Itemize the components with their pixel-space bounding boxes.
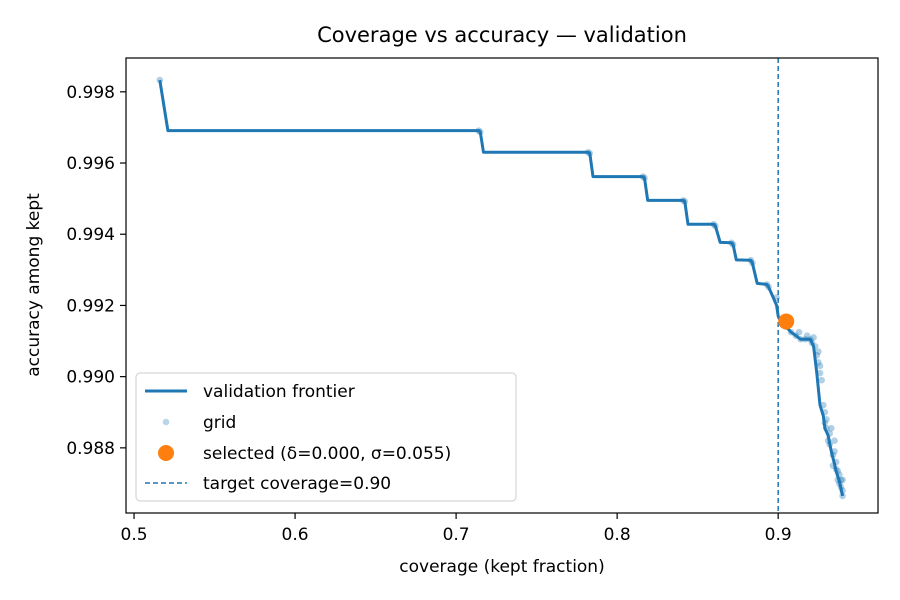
grid-point bbox=[829, 462, 837, 469]
grid-point bbox=[797, 335, 805, 343]
grid-point bbox=[811, 343, 819, 350]
grid-point bbox=[639, 173, 647, 180]
y-tick-label: 0.992 bbox=[66, 296, 115, 316]
grid-point bbox=[831, 448, 838, 455]
grid-point bbox=[765, 283, 772, 291]
grid-point bbox=[836, 471, 843, 478]
legend-frontier-label: validation frontier bbox=[203, 382, 355, 402]
grid-point bbox=[832, 458, 840, 466]
legend-target-label: target coverage=0.90 bbox=[203, 474, 391, 494]
y-axis-ticks: 0.988 0.990 0.992 0.994 0.996 0.998 bbox=[66, 83, 126, 459]
grid-point bbox=[823, 416, 830, 423]
grid-point bbox=[681, 198, 689, 205]
grid-point bbox=[584, 149, 592, 156]
grid-point bbox=[787, 328, 795, 336]
grid-point bbox=[807, 335, 814, 343]
grid-point bbox=[792, 332, 800, 339]
grid-point bbox=[818, 376, 825, 384]
grid-point bbox=[586, 150, 594, 157]
grid-point bbox=[826, 430, 833, 437]
y-tick-label: 0.996 bbox=[66, 154, 115, 174]
x-tick-label: 0.8 bbox=[604, 525, 631, 545]
x-tick-label: 0.9 bbox=[765, 525, 792, 545]
grid-point bbox=[821, 419, 829, 427]
y-tick-label: 0.998 bbox=[66, 83, 115, 103]
x-tick-label: 0.6 bbox=[282, 525, 309, 545]
grid-point bbox=[816, 369, 824, 377]
grid-point bbox=[819, 401, 827, 409]
y-tick-label: 0.994 bbox=[66, 225, 115, 245]
grid-point bbox=[813, 351, 821, 359]
grid-point bbox=[773, 294, 780, 301]
grid-point bbox=[839, 492, 846, 500]
grid-point bbox=[823, 424, 830, 432]
grid-point bbox=[836, 480, 843, 487]
chart-title: Coverage vs accuracy — validation bbox=[317, 23, 687, 47]
grid-point bbox=[763, 281, 771, 288]
frontier-layer bbox=[158, 79, 845, 497]
grid-point bbox=[834, 476, 842, 484]
x-axis-ticks: 0.5 0.6 0.7 0.8 0.9 bbox=[121, 513, 792, 545]
grid-point bbox=[815, 348, 822, 356]
validation-frontier-line bbox=[158, 79, 845, 497]
grid-point bbox=[728, 239, 735, 247]
legend: validation frontier grid selected (δ=0.0… bbox=[135, 372, 517, 502]
x-tick-label: 0.5 bbox=[121, 525, 148, 545]
grid-point bbox=[810, 334, 817, 341]
grid-point bbox=[837, 476, 845, 484]
grid-point bbox=[834, 467, 842, 475]
grid-point bbox=[831, 437, 838, 445]
grid-point bbox=[832, 465, 840, 473]
grid-point bbox=[476, 128, 484, 136]
grid-point bbox=[821, 408, 829, 416]
legend-box bbox=[135, 372, 517, 502]
grid-point bbox=[712, 222, 719, 230]
grid-point bbox=[156, 76, 164, 84]
plot-area bbox=[156, 58, 846, 513]
selected-point-layer bbox=[778, 313, 795, 330]
grid-point bbox=[747, 256, 755, 264]
x-axis-label: coverage (kept fraction) bbox=[399, 557, 604, 577]
grid-point bbox=[749, 259, 756, 267]
grid-points-layer bbox=[156, 76, 846, 500]
selected-point bbox=[778, 313, 795, 330]
grid-point bbox=[803, 332, 811, 339]
y-tick-label: 0.988 bbox=[66, 439, 115, 459]
grid-point bbox=[815, 359, 822, 366]
grid-point bbox=[729, 241, 737, 248]
grid-point bbox=[808, 339, 816, 347]
x-tick-label: 0.7 bbox=[443, 525, 470, 545]
grid-point bbox=[839, 487, 846, 494]
axes-frame bbox=[125, 57, 879, 514]
grid-point bbox=[826, 440, 833, 448]
grid-point bbox=[839, 476, 846, 484]
grid-point bbox=[679, 197, 687, 204]
grid-point bbox=[824, 437, 832, 445]
grid-point bbox=[828, 424, 835, 432]
y-axis-label: accuracy among kept bbox=[24, 193, 44, 377]
legend-selected-swatch bbox=[158, 445, 174, 461]
grid-point bbox=[837, 483, 845, 491]
grid-point bbox=[829, 451, 837, 459]
grid-point bbox=[475, 127, 482, 134]
grid-point bbox=[795, 328, 803, 336]
grid-point bbox=[710, 220, 718, 228]
grid-point bbox=[802, 335, 809, 343]
grid-point bbox=[641, 174, 648, 182]
legend-grid-swatch bbox=[162, 418, 170, 426]
grid-point bbox=[816, 362, 824, 370]
y-tick-label: 0.990 bbox=[66, 368, 115, 388]
legend-grid-label: grid bbox=[203, 413, 236, 433]
legend-selected-label: selected (δ=0.000, σ=0.055) bbox=[203, 444, 451, 464]
